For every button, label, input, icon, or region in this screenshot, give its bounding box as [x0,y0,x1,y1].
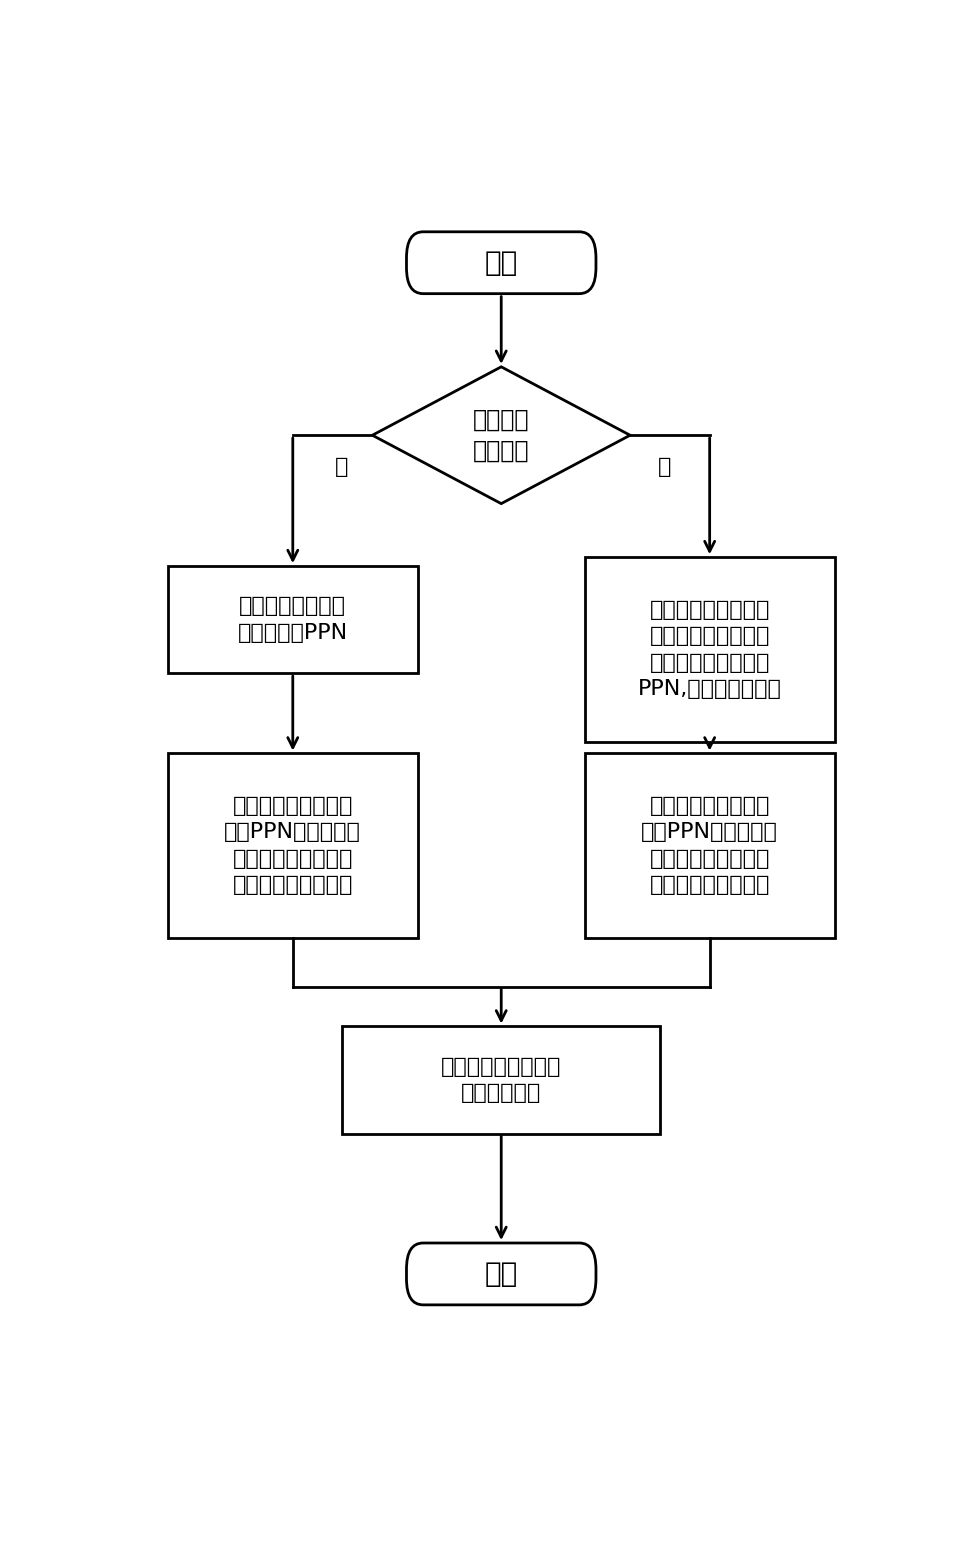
Bar [342,1026,659,1134]
Text: 将该请求插入到待处
理队列的队尾: 将该请求插入到待处 理队列的队尾 [441,1057,561,1103]
Bar [168,754,417,938]
Text: 调用通道分配模块，
根据PPN得到对应通
道，将每个页插入对
应通道的读队列队尾: 调用通道分配模块， 根据PPN得到对应通 道，将每个页插入对 应通道的读队列队尾 [224,796,361,895]
Text: 写: 写 [657,457,670,477]
FancyBboxPatch shape [406,232,595,294]
Text: 调用地址映射模块
获取读请求PPN: 调用地址映射模块 获取读请求PPN [237,596,348,643]
Bar [168,565,417,674]
Text: 结束: 结束 [485,1259,517,1289]
Polygon shape [372,366,629,504]
Bar [584,558,833,742]
Text: 读: 读 [335,457,349,477]
Text: 调用地址映射模块的
页分配模块，为写请
求的每个页分配新的
PPN,更新地址映射表: 调用地址映射模块的 页分配模块，为写请 求的每个页分配新的 PPN,更新地址映射… [637,599,781,698]
Text: 判断到达
请求类型: 判断到达 请求类型 [473,408,529,463]
Text: 调用通道分配模块，
根据PPN得到对应通
道，将每个页插入对
应通道的写队列队尾: 调用通道分配模块， 根据PPN得到对应通 道，将每个页插入对 应通道的写队列队尾 [641,796,778,895]
FancyBboxPatch shape [406,1244,595,1306]
Text: 开始: 开始 [485,249,517,277]
Bar [584,754,833,938]
